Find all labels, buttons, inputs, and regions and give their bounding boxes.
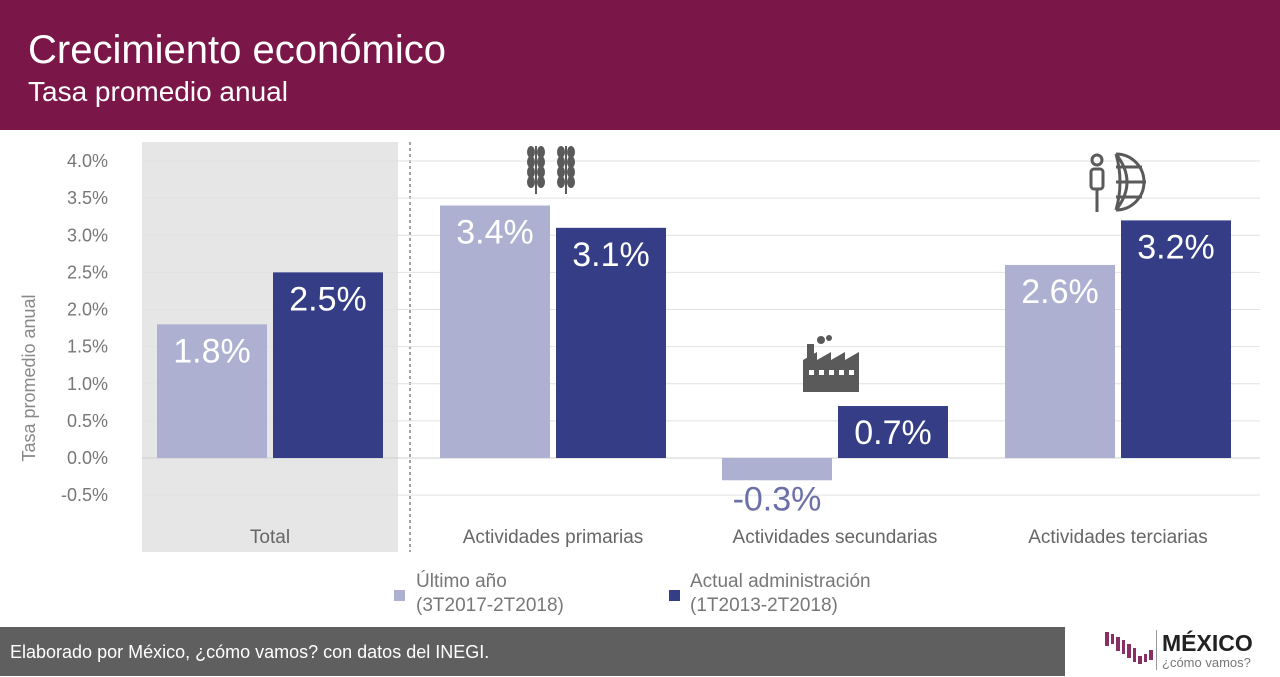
legend-series1-line2: (3T2017-2T2018) xyxy=(416,595,564,616)
bar-2 xyxy=(838,406,948,458)
legend-swatch-series2 xyxy=(669,590,680,601)
y-tick-label: 0.5% xyxy=(67,411,108,431)
data-label: 1.8% xyxy=(173,332,251,370)
y-tick-label: 3.0% xyxy=(67,225,108,245)
bar-1 xyxy=(440,205,550,458)
bar-1 xyxy=(722,458,832,481)
legend-swatch-series1 xyxy=(394,590,405,601)
legend-series1: Último año (3T2017-2T2018) xyxy=(416,570,564,618)
page-title: Crecimiento económico xyxy=(28,28,446,72)
logo-name: MÉXICO xyxy=(1162,630,1253,656)
y-tick-label: 4.0% xyxy=(67,151,108,171)
person-globe-icon xyxy=(1089,152,1146,212)
logo-bars-icon xyxy=(1105,632,1153,664)
y-tick-label: 2.5% xyxy=(67,262,108,282)
bar-2 xyxy=(273,272,383,458)
data-label: 2.5% xyxy=(289,280,367,318)
factory-icon xyxy=(803,335,859,392)
y-tick-label: 1.0% xyxy=(67,374,108,394)
header-banner: Crecimiento económico Tasa promedio anua… xyxy=(0,0,1280,130)
bar-1 xyxy=(157,324,267,458)
legend-series2: Actual administración (1T2013-2T2018) xyxy=(690,570,871,618)
data-label: 3.4% xyxy=(456,214,534,252)
y-tick-label: 3.5% xyxy=(67,188,108,208)
legend-series1-line1: Último año xyxy=(416,571,507,592)
x-category-label: Total xyxy=(250,527,290,548)
bar-chart: 4.0% 3.5% 3.0% 2.5% 2.0% 1.5% 1.0% 0.5% 0.0% -0.5… xyxy=(19,142,1260,552)
footer-source: Elaborado por México, ¿cómo vamos? con d… xyxy=(10,642,490,662)
page-subtitle: Tasa promedio anual xyxy=(28,76,288,107)
x-category-label: Actividades primarias xyxy=(463,527,644,548)
x-category-label: Actividades terciarias xyxy=(1028,527,1208,548)
data-label: 2.6% xyxy=(1021,273,1099,311)
y-tick-label: -0.5% xyxy=(61,485,108,505)
y-tick-label: 0.0% xyxy=(67,448,108,468)
data-label: -0.3% xyxy=(733,480,822,518)
y-tick-label: 2.0% xyxy=(67,300,108,320)
wheat-icon xyxy=(527,146,575,194)
y-tick-label: 1.5% xyxy=(67,337,108,357)
legend-series2-line2: (1T2013-2T2018) xyxy=(690,595,838,616)
x-category-label: Actividades secundarias xyxy=(733,527,938,548)
bar-2 xyxy=(556,227,666,458)
data-label: 3.1% xyxy=(572,236,650,274)
footer: Elaborado por México, ¿cómo vamos? con d… xyxy=(0,627,1065,676)
legend-series2-line1: Actual administración xyxy=(690,571,871,592)
data-label: 0.7% xyxy=(854,414,932,452)
logo: MÉXICO ¿cómo vamos? xyxy=(1100,628,1270,672)
y-axis-label: Tasa promedio anual xyxy=(19,294,39,461)
logo-tagline: ¿cómo vamos? xyxy=(1162,655,1251,670)
data-label: 3.2% xyxy=(1137,228,1215,266)
bar-2 xyxy=(1121,220,1231,458)
bar-1 xyxy=(1005,264,1115,458)
